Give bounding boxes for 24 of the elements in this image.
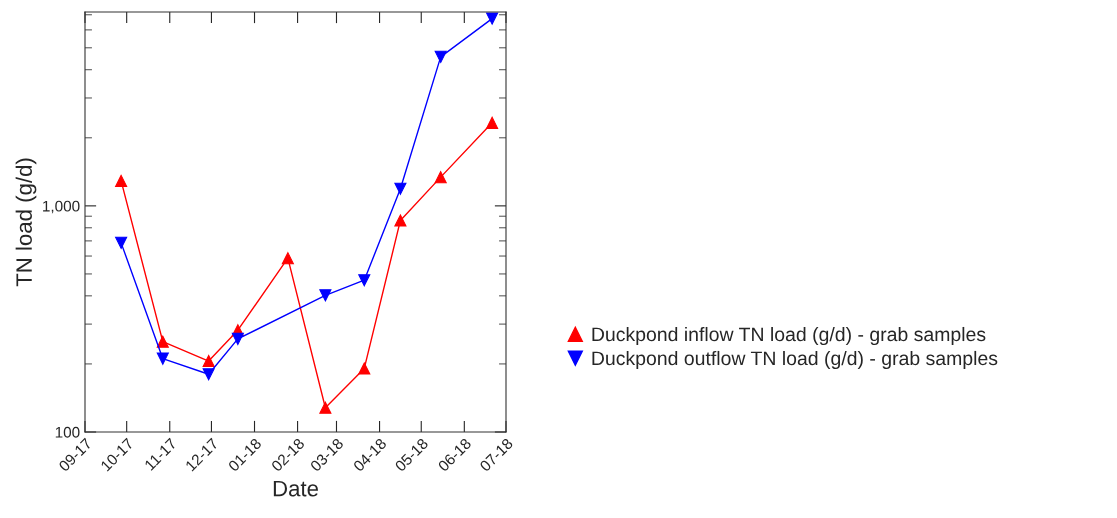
point — [486, 12, 499, 25]
point — [434, 50, 447, 63]
point — [156, 335, 169, 348]
point — [319, 401, 332, 414]
y-tick-label: 100 — [55, 426, 80, 438]
point — [394, 182, 407, 195]
point — [434, 171, 447, 184]
point — [358, 274, 371, 287]
x-axis-title: Date — [273, 480, 318, 497]
point — [394, 214, 407, 227]
point — [231, 332, 244, 345]
point — [115, 174, 128, 187]
legend-label: Duckpond inflow TN load (g/d) - grab samples — [592, 326, 986, 346]
point — [156, 352, 169, 365]
point — [115, 236, 128, 249]
point — [202, 368, 215, 381]
y-axis-title: TN load (g/d) — [15, 158, 37, 287]
legend-label: Duckpond outflow TN load (g/d) - grab samples — [592, 350, 998, 370]
point — [281, 252, 294, 265]
point — [358, 362, 371, 375]
point — [319, 289, 332, 302]
point — [486, 116, 499, 129]
y-tick-label: 1,000 — [43, 200, 80, 214]
point — [202, 354, 215, 368]
